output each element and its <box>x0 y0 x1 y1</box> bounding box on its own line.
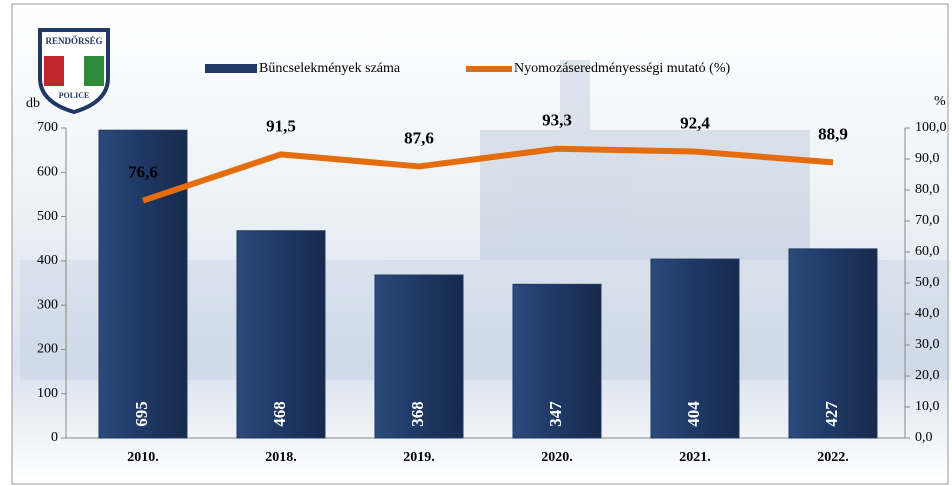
line-value-label: 76,6 <box>128 162 158 181</box>
y-tick-label: 300 <box>37 297 58 312</box>
line-value-label: 88,9 <box>818 124 848 143</box>
bar <box>788 248 878 439</box>
bar-value-label: 695 <box>132 401 151 427</box>
bar-value-label: 427 <box>822 401 841 427</box>
bar-value-label: 468 <box>270 401 289 427</box>
x-tick-label: 2021. <box>679 450 711 465</box>
y-axis-label: db <box>26 96 40 111</box>
y2-tick-label: 80,0 <box>915 182 940 197</box>
bar <box>236 230 326 439</box>
y2-tick-label: 10,0 <box>915 399 940 414</box>
x-tick-label: 2010. <box>127 450 159 465</box>
x-tick-label: 2019. <box>403 450 435 465</box>
legend-label: Nyomozáseredményességi mutató (%) <box>514 61 730 76</box>
line <box>142 145 834 204</box>
line-value-label: 93,3 <box>542 111 572 130</box>
y2-tick-label: 100,0 <box>915 120 947 135</box>
y2-tick-label: 40,0 <box>915 306 940 321</box>
y2-tick-label: 60,0 <box>915 244 940 259</box>
bar <box>650 258 740 439</box>
legend-label: Bűncselekmények száma <box>259 61 401 76</box>
y2-tick-label: 20,0 <box>915 368 940 383</box>
bar <box>512 283 602 439</box>
y-tick-label: 500 <box>37 209 58 224</box>
y2-tick-label: 0,0 <box>915 430 933 445</box>
logo-text: POLICE <box>59 91 90 100</box>
bar <box>98 129 188 439</box>
y2-tick-label: 30,0 <box>915 337 940 352</box>
line-value-label: 92,4 <box>680 113 710 132</box>
x-tick-label: 2022. <box>817 450 849 465</box>
x-tick-label: 2018. <box>265 450 297 465</box>
y2-tick-label: 70,0 <box>915 213 940 228</box>
y-tick-label: 0 <box>51 430 58 445</box>
y-tick-label: 600 <box>37 165 58 180</box>
logo-text: RENDŐRSÉG <box>45 36 102 46</box>
bar-value-label: 347 <box>546 401 565 427</box>
y2-tick-label: 90,0 <box>915 151 940 166</box>
y-tick-label: 700 <box>37 120 58 135</box>
line-value-label: 87,6 <box>404 128 434 147</box>
legend-swatch <box>205 64 257 73</box>
line-value-label: 91,5 <box>266 116 296 135</box>
bar-value-label: 368 <box>408 401 427 427</box>
y-tick-label: 100 <box>37 386 58 401</box>
y2-tick-label: 50,0 <box>915 275 940 290</box>
x-tick-label: 2020. <box>541 450 573 465</box>
bar-value-label: 404 <box>684 401 703 427</box>
logo: RENDŐRSÉG POLICE <box>38 28 110 115</box>
y-tick-label: 400 <box>37 253 58 268</box>
y2-axis-label: % <box>934 94 946 109</box>
bar <box>374 274 464 439</box>
y-tick-label: 200 <box>37 342 58 357</box>
